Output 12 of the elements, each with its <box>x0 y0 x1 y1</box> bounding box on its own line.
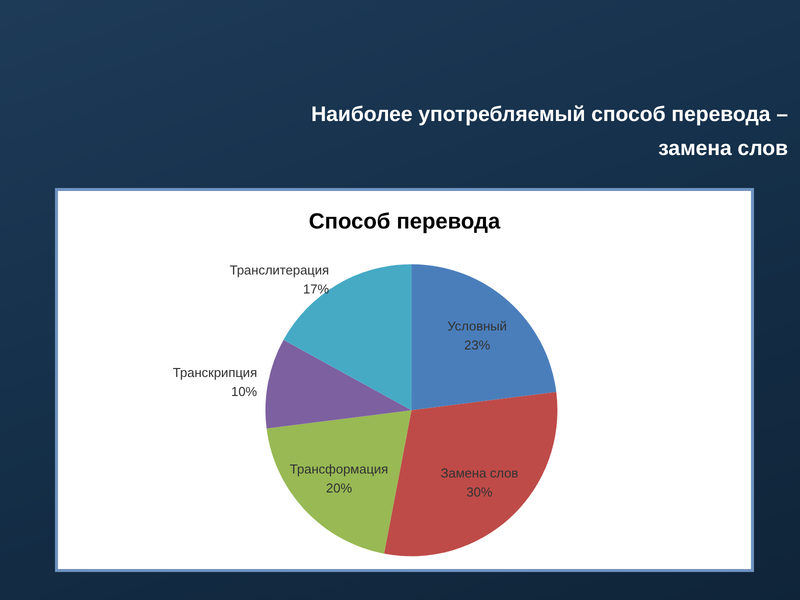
slice-label: Транскрипция <box>172 364 258 380</box>
slice-label: Транслитерация <box>230 262 330 278</box>
data-label: 23% <box>464 338 491 353</box>
chart-subtitle: Способ перевода <box>308 208 501 234</box>
data-label: 20% <box>326 480 352 496</box>
data-label: 30% <box>466 484 493 500</box>
slice-label: Трансформация <box>290 461 388 476</box>
slice-label: Замена слов <box>440 466 518 481</box>
slice-label: Условный <box>447 318 507 334</box>
data-label: 17% <box>303 281 330 296</box>
chart-title: Наиболее употребляемый способ перевода – замена слов <box>310 102 788 162</box>
data-label: 10% <box>231 384 258 399</box>
